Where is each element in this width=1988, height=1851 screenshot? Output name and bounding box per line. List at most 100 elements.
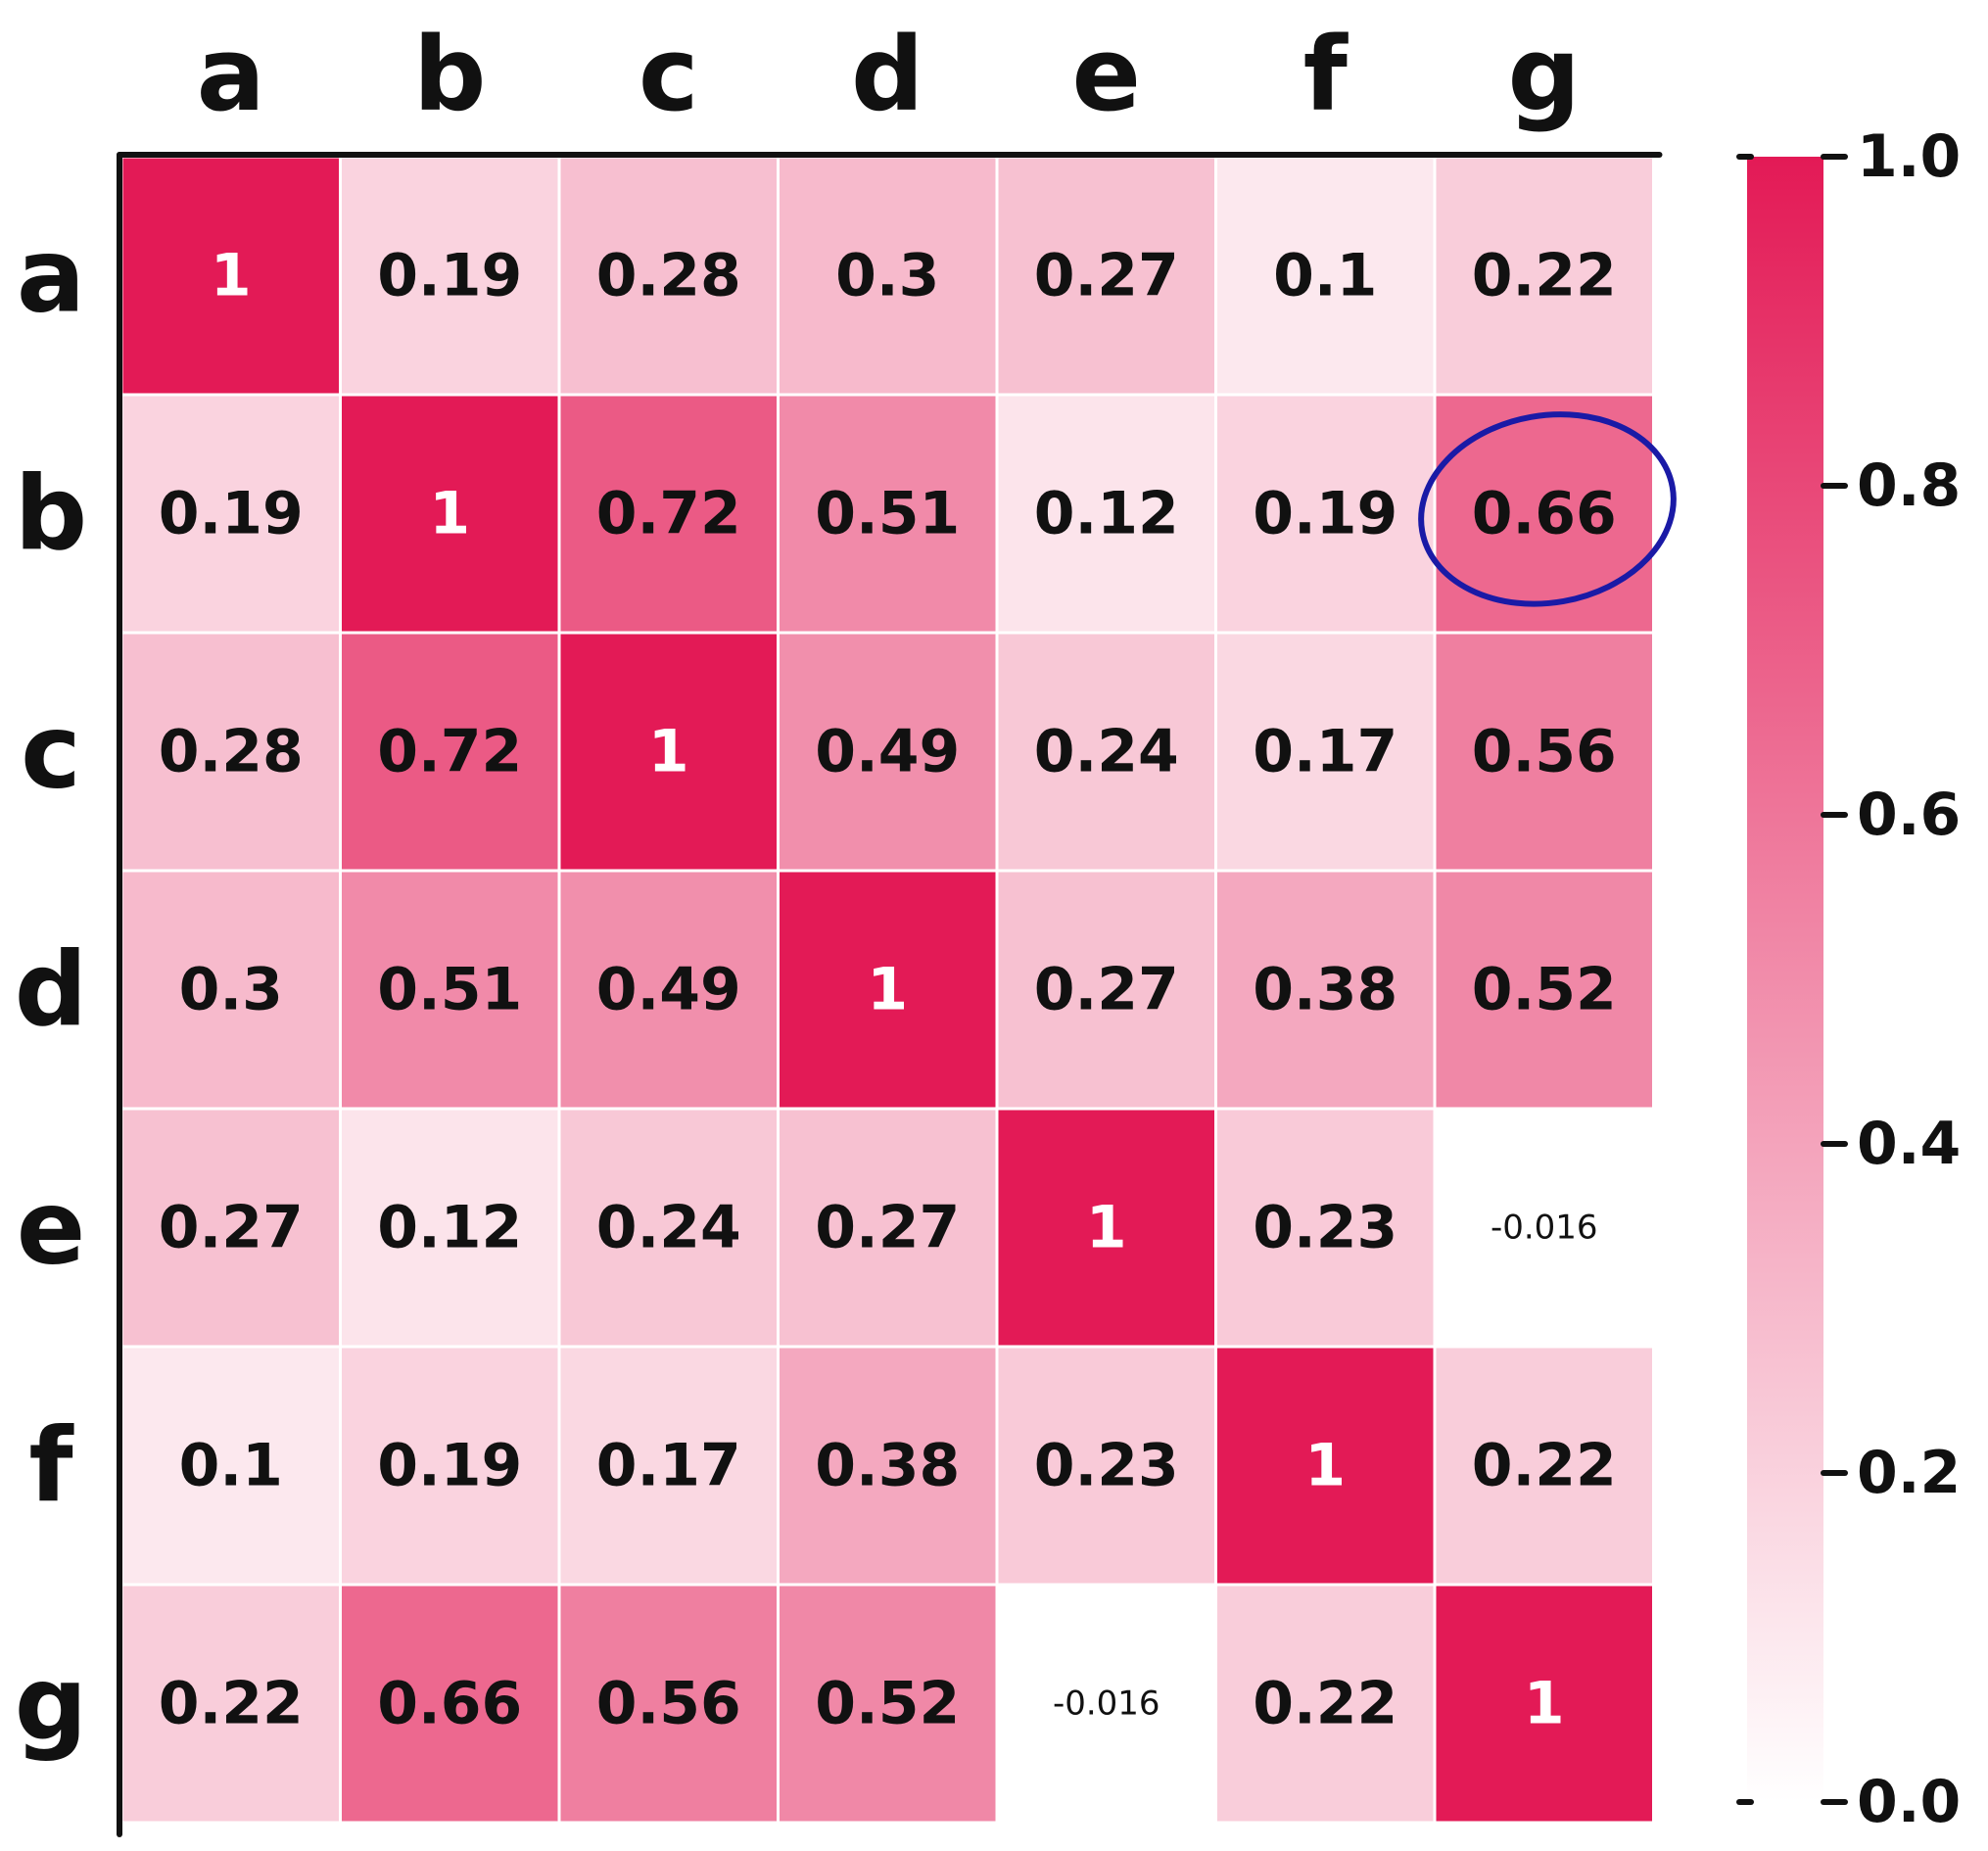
cell-value-label: 0.38 [815, 1432, 960, 1500]
cell-value-label: 0.22 [1472, 1432, 1617, 1500]
column-label-d: d [851, 15, 923, 134]
cell-value-label: 0.24 [1034, 718, 1179, 786]
heatmap-cell-b-c [557, 393, 780, 635]
cell-value-label: 0.3 [835, 242, 939, 310]
column-label-f: f [1303, 15, 1349, 134]
heatmap-cell-c-c [557, 631, 780, 873]
cell-value-label: 0.28 [159, 718, 304, 786]
heatmap-cell-e-g [1433, 1107, 1655, 1349]
heatmap-cell-d-f [1214, 869, 1437, 1111]
colorbar-tick-label: 0.4 [1857, 1110, 1961, 1178]
colorbar-tick-label: 0.2 [1857, 1439, 1961, 1507]
heatmap-cell-f-g [1433, 1345, 1655, 1587]
row-label-e: e [17, 1168, 86, 1288]
cell-value-label: 0.12 [377, 1194, 522, 1262]
cell-value-label: 0.19 [377, 242, 522, 310]
cell-value-label: 0.23 [1253, 1194, 1397, 1262]
heatmap-cell-a-e [995, 155, 1217, 397]
cell-value-label: 0.12 [1034, 480, 1179, 548]
cell-value-label: 1 [1524, 1670, 1565, 1738]
cell-value-label: 1 [648, 718, 689, 786]
column-labels: a b c d e f g [197, 15, 1581, 134]
heatmap-cell-a-b [339, 155, 561, 397]
heatmap-cell-a-a [119, 155, 342, 397]
cell-value-label: 1 [867, 956, 908, 1024]
heatmap-cell-g-e [995, 1583, 1217, 1825]
cell-value-label: 0.49 [815, 718, 960, 786]
colorbar-tick-label: 1.0 [1857, 122, 1961, 191]
cell-value-label: -0.016 [1053, 1685, 1160, 1724]
colorbar-gradient [1747, 157, 1823, 1802]
heatmap-cell-c-e [995, 631, 1217, 873]
cell-value-label: 0.23 [1034, 1432, 1179, 1500]
axes [117, 152, 1663, 1837]
row-label-a: a [17, 216, 85, 336]
highlight-circle [1418, 411, 1677, 607]
cell-value-label: -0.016 [1491, 1209, 1598, 1248]
cell-value-label: 0.1 [1273, 242, 1377, 310]
heatmap-cell-e-c [557, 1107, 780, 1349]
cell-value-label: 0.52 [815, 1670, 960, 1738]
cell-value-label: 1 [1086, 1194, 1127, 1262]
heatmap-cell-f-a [119, 1345, 342, 1587]
column-label-e: e [1071, 15, 1141, 134]
cell-value-label: 0.24 [596, 1194, 741, 1262]
cell-value-label: 0.19 [159, 480, 304, 548]
cell-value-label: 0.22 [1253, 1670, 1397, 1738]
cell-value-label: 0.28 [596, 242, 741, 310]
cell-value-label: 0.72 [377, 718, 522, 786]
heatmap-cell-f-e [995, 1345, 1217, 1587]
heatmap-cell-a-f [1214, 155, 1437, 397]
row-label-g: g [15, 1644, 87, 1764]
row-label-f: f [28, 1406, 74, 1526]
heatmap-cell-g-g [1433, 1583, 1655, 1825]
cell-value-label: 0.17 [596, 1432, 741, 1500]
cell-value-label: 0.27 [815, 1194, 960, 1262]
column-label-b: b [413, 15, 486, 134]
cell-value-label: 0.56 [596, 1670, 741, 1738]
cell-value-label: 1 [211, 242, 252, 310]
heatmap-cell-f-c [557, 1345, 780, 1587]
heatmap-cell-d-a [119, 869, 342, 1111]
cell-value-label: 1 [429, 480, 470, 548]
heatmap-cell-d-d [777, 869, 999, 1111]
heatmap-cell-e-a [119, 1107, 342, 1349]
row-label-b: b [15, 454, 87, 574]
column-label-g: g [1508, 15, 1581, 134]
cell-value-label: 0.3 [179, 956, 283, 1024]
heatmap-cell-d-g [1433, 869, 1655, 1111]
heatmap-cell-c-b [339, 631, 561, 873]
heatmap-cell-g-a [119, 1583, 342, 1825]
heatmap-cell-g-f [1214, 1583, 1437, 1825]
colorbar-tick-label: 0.8 [1857, 451, 1961, 520]
cell-value-label: 0.27 [1034, 242, 1179, 310]
cell-value-label: 0.72 [596, 480, 741, 548]
heatmap-cell-c-g [1433, 631, 1655, 873]
column-label-c: c [639, 15, 699, 134]
cell-value-label: 0.19 [377, 1432, 522, 1500]
colorbar: 0.0 0.2 0.4 0.6 0.8 1.0 [1736, 122, 1961, 1836]
column-label-a: a [197, 15, 265, 134]
cell-value-label: 0.38 [1253, 956, 1397, 1024]
heatmap-cell-c-d [777, 631, 999, 873]
heatmap-cell-c-f [1214, 631, 1437, 873]
colorbar-tick-label: 0.6 [1857, 781, 1961, 849]
cell-value-label: 0.51 [815, 480, 960, 548]
heatmap-cells: 1 0.19 0.28 0.3 0.27 0.1 0.22 0.19 1 0.72 0.51 0.12… [119, 155, 1655, 1825]
colorbar-tick-label: 0.0 [1857, 1768, 1961, 1836]
cell-value-label: 0.27 [159, 1194, 304, 1262]
heatmap-cell-g-d [777, 1583, 999, 1825]
heatmap-cell-f-d [777, 1345, 999, 1587]
cell-value-label: 0.27 [1034, 956, 1179, 1024]
cell-value-label: 0.56 [1472, 718, 1617, 786]
cell-value-label: 0.17 [1253, 718, 1397, 786]
cell-value-label: 0.49 [596, 956, 741, 1024]
cell-value-label: 0.66 [377, 1670, 522, 1738]
highlight-annotation [1418, 411, 1677, 607]
heatmap-cell-b-e [995, 393, 1217, 635]
cell-value-label: 0.1 [179, 1432, 283, 1500]
row-label-c: c [21, 692, 81, 812]
cell-value-label: 0.22 [1472, 242, 1617, 310]
